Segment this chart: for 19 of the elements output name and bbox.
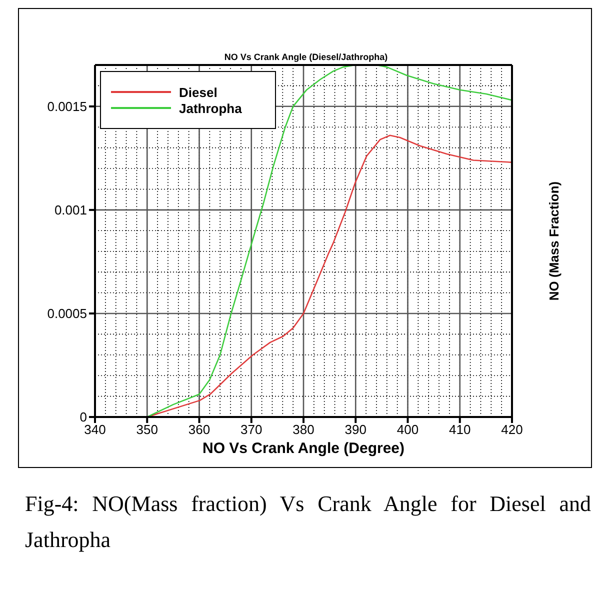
x-axis-title: NO Vs Crank Angle (Degree) [202,440,404,457]
x-tick-label: 340 [84,422,106,438]
chart-title: NO Vs Crank Angle (Diesel/Jathropha) [223,52,389,62]
x-tick-label: 380 [292,422,314,438]
legend-label: Jathropha [179,100,242,116]
y-tick-label: 0 [80,410,87,425]
x-tick-label: 360 [188,422,210,438]
x-tick-label: 390 [344,422,366,438]
x-tick-label: 410 [449,422,471,438]
y-tick-label: 0.001 [54,202,87,218]
x-tick-label: 420 [501,422,523,438]
y-axis-title: NO (Mass Fraction) [546,181,562,301]
y-tick-label: 0.0015 [47,99,87,114]
text: Fig-4: NO(Mass fraction) Vs Crank Angle for Diesel and Jathropha [25,490,591,554]
x-tick-label: 350 [136,422,158,438]
x-tick-label: 400 [396,422,419,438]
legend-label: Diesel [179,84,218,100]
x-tick-label: 370 [240,422,262,438]
y-tick-label: 0.0005 [47,306,87,322]
